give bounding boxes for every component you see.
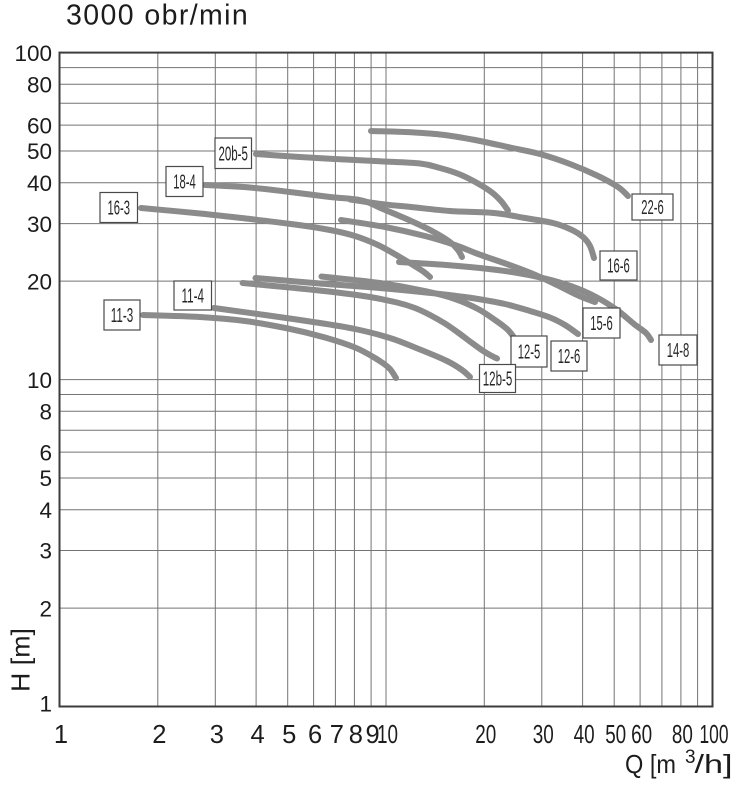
svg-text:15-6: 15-6 xyxy=(590,313,613,335)
svg-text:3: 3 xyxy=(39,539,52,564)
svg-text:6: 6 xyxy=(39,440,52,465)
svg-text:9: 9 xyxy=(366,721,380,749)
svg-text:4: 4 xyxy=(39,498,52,523)
svg-text:50: 50 xyxy=(27,139,52,164)
svg-text:100: 100 xyxy=(14,41,52,66)
svg-text:18-4: 18-4 xyxy=(173,172,196,194)
svg-text:80: 80 xyxy=(672,721,693,749)
svg-text:10: 10 xyxy=(377,721,398,749)
svg-text:2: 2 xyxy=(152,721,166,749)
svg-text:11-3: 11-3 xyxy=(111,305,134,327)
svg-text:5: 5 xyxy=(39,466,52,491)
svg-text:40: 40 xyxy=(27,171,52,196)
svg-text:20: 20 xyxy=(475,721,496,749)
svg-text:40: 40 xyxy=(574,721,595,749)
svg-text:H [m]: H [m] xyxy=(6,628,36,692)
svg-text:7: 7 xyxy=(330,721,344,749)
svg-text:14-8: 14-8 xyxy=(667,340,690,362)
svg-text:80: 80 xyxy=(27,73,52,98)
svg-text:12b-5: 12b-5 xyxy=(483,369,513,391)
svg-text:16-3: 16-3 xyxy=(108,198,131,220)
svg-text:8: 8 xyxy=(39,399,52,424)
svg-text:5: 5 xyxy=(282,721,296,749)
svg-text:8: 8 xyxy=(349,721,363,749)
svg-text:20b-5: 20b-5 xyxy=(218,143,248,165)
svg-text:30: 30 xyxy=(533,721,554,749)
svg-text:2: 2 xyxy=(39,596,52,621)
svg-text:12-5: 12-5 xyxy=(518,342,541,364)
svg-text:16-6: 16-6 xyxy=(607,256,630,278)
svg-text:3: 3 xyxy=(685,747,696,768)
svg-text:1: 1 xyxy=(54,721,68,749)
svg-text:60: 60 xyxy=(631,721,652,749)
svg-text:100: 100 xyxy=(700,721,729,749)
svg-text:10: 10 xyxy=(27,368,52,393)
svg-text:1: 1 xyxy=(39,692,52,717)
svg-text:11-4: 11-4 xyxy=(182,286,205,308)
svg-text:3000 obr/min: 3000 obr/min xyxy=(66,0,249,32)
svg-text:20: 20 xyxy=(27,269,52,294)
svg-text:3: 3 xyxy=(210,721,224,749)
svg-text:30: 30 xyxy=(27,212,52,237)
svg-text:60: 60 xyxy=(27,113,52,138)
svg-text:Q [m: Q [m xyxy=(625,749,676,779)
svg-text:6: 6 xyxy=(308,721,322,749)
svg-text:22-6: 22-6 xyxy=(641,197,664,219)
svg-text:50: 50 xyxy=(605,721,626,749)
svg-text:/h]: /h] xyxy=(695,749,733,779)
svg-text:4: 4 xyxy=(251,721,265,749)
svg-text:12-6: 12-6 xyxy=(558,346,581,368)
